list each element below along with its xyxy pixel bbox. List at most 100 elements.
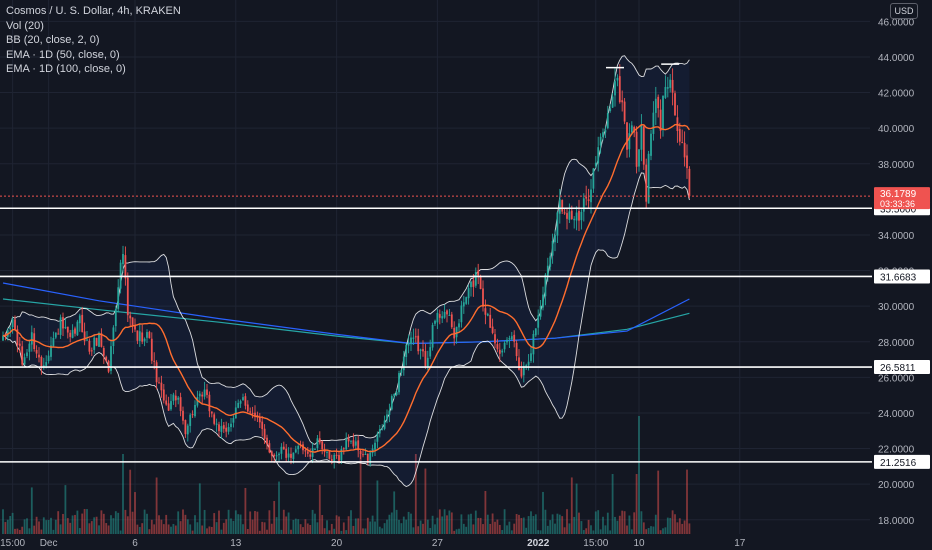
volume-bar: [174, 525, 177, 534]
volume-bar: [465, 526, 468, 534]
candle-body: [645, 164, 648, 202]
volume-bar: [479, 517, 482, 534]
level-tag: [874, 360, 930, 375]
volume-bar: [345, 530, 348, 534]
price-tick-label: 20.0000: [878, 480, 915, 491]
legend-ema-100[interactable]: EMA · 1D (100, close, 0): [6, 63, 126, 75]
candle-body: [177, 397, 180, 400]
volume-bar: [309, 524, 312, 534]
candle-body: [486, 313, 489, 316]
volume-bar: [568, 523, 571, 534]
volume-bar: [50, 517, 52, 534]
price-tick-label: 38.0000: [878, 160, 915, 171]
price-tick-label: 46.0000: [878, 17, 915, 28]
candle-body: [383, 420, 386, 429]
volume-bar: [369, 521, 372, 534]
volume-bar: [179, 521, 182, 534]
candle-body: [309, 454, 312, 457]
candle-body: [210, 411, 213, 414]
candle-body: [429, 347, 432, 357]
volume-bar: [218, 510, 220, 534]
volume-bar: [112, 518, 115, 534]
candle-body: [678, 128, 681, 142]
candle-body: [614, 81, 616, 96]
candle-body: [446, 310, 448, 315]
candle-body: [150, 338, 153, 361]
volume-bar: [40, 529, 43, 534]
candle-body: [74, 328, 76, 334]
candle-body: [479, 276, 482, 290]
legend-volume[interactable]: Vol (20): [6, 19, 44, 32]
volume-bar: [599, 529, 602, 534]
level-tag-label: 26.5811: [880, 363, 916, 374]
top-markers: [606, 63, 680, 69]
legend-symbol[interactable]: Cosmos / U. S. Dollar, 4h, KRAKEN: [6, 5, 181, 17]
candle-body: [654, 98, 657, 113]
volume-bar: [513, 523, 516, 534]
volume-bar: [222, 522, 225, 534]
volume-bar: [590, 525, 592, 534]
volume-bar: [446, 515, 448, 534]
candle-body: [369, 452, 372, 464]
candle-body: [657, 96, 660, 109]
candle-body: [537, 315, 540, 328]
candle-body: [254, 412, 256, 417]
horizontal-levels[interactable]: [0, 207, 872, 463]
candle-body: [119, 262, 122, 289]
currency-button[interactable]: USD: [890, 3, 918, 19]
volume-bar: [450, 512, 453, 534]
volume-bar: [182, 509, 184, 534]
volume-bar: [688, 523, 691, 534]
volume-bar: [503, 509, 506, 534]
candle-body: [47, 355, 50, 362]
candle-body: [198, 393, 201, 397]
volume-bar: [604, 525, 607, 534]
candle-body: [664, 86, 667, 98]
volume-bar: [54, 519, 57, 534]
volume-bar: [558, 514, 561, 534]
candle-body: [491, 326, 494, 333]
volume-bar: [580, 521, 583, 534]
candle-body: [436, 312, 439, 323]
legend-bollinger[interactable]: BB (20, close, 2, 0): [6, 34, 100, 46]
candle-body: [23, 357, 26, 365]
candle-body: [422, 349, 424, 352]
volume-bar: [671, 510, 674, 534]
volume-bar: [311, 509, 314, 534]
candle-body: [494, 334, 496, 344]
candle-body: [628, 133, 631, 150]
candle-body: [59, 317, 62, 335]
volume-bar: [42, 517, 45, 534]
candle-body: [16, 329, 19, 346]
candle-body: [112, 327, 115, 347]
volume-bar: [33, 525, 36, 534]
legend-ema-50[interactable]: EMA · 1D (50, close, 0): [6, 48, 120, 61]
volume-bar: [105, 523, 108, 534]
candle-body: [438, 314, 441, 318]
volume-bar: [138, 527, 141, 534]
volume-bar: [239, 514, 242, 534]
volume-bar: [266, 529, 268, 534]
price-tick-label: 22.0000: [878, 445, 915, 456]
price-tag: [874, 187, 930, 210]
volume-bar: [347, 516, 350, 534]
volume-bar: [510, 530, 513, 534]
candle-body: [522, 365, 525, 376]
volume-bar: [522, 517, 525, 534]
price-tick-label: 26.0000: [878, 373, 915, 384]
price-axis-background: [872, 0, 932, 534]
volume-bar: [630, 529, 633, 534]
candle-body: [515, 342, 518, 357]
time-axis[interactable]: 15:00 Dec 6 13 20 27 2022 15:00 10 17: [0, 534, 932, 550]
volume-bar: [390, 512, 393, 534]
price-axis[interactable]: 46.0000 44.0000 42.0000 40.0000 38.0000 34.00…: [872, 0, 932, 534]
volume-bar: [220, 529, 223, 534]
candle-body: [160, 382, 163, 391]
volume-bar: [323, 528, 326, 534]
candle-body: [165, 400, 168, 405]
candle-body: [297, 445, 300, 450]
candle-body: [407, 343, 410, 346]
candle-body: [431, 324, 434, 348]
time-tick-label: 15:00: [0, 538, 25, 549]
